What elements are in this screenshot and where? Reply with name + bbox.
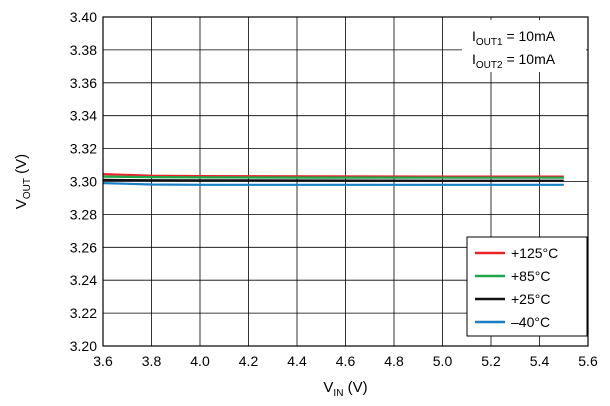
series-lines xyxy=(102,173,564,186)
y-tick-label: 3.36 xyxy=(70,75,97,91)
legend: +125°C +85°C +25°C –40°C xyxy=(466,236,588,337)
x-axis-label: VIN (V) xyxy=(323,379,367,399)
legend-label-2: +25°C xyxy=(511,291,550,307)
x-tick-label: 4.4 xyxy=(287,353,307,369)
series-line-1 xyxy=(102,175,564,179)
x-tick-label: 4.2 xyxy=(239,353,259,369)
y-tick-label: 3.30 xyxy=(70,174,97,190)
x-tick-label: 4.0 xyxy=(190,353,210,369)
plot-frame xyxy=(102,16,589,347)
y-axis-label-main: V xyxy=(13,199,30,209)
y-tick-label: 3.24 xyxy=(70,272,97,288)
legend-label-0: +125°C xyxy=(511,245,558,261)
x-axis-label-sub: IN xyxy=(333,388,343,399)
series-line-3 xyxy=(102,182,564,186)
x-tick-label: 4.6 xyxy=(336,353,356,369)
annotation-main: I xyxy=(472,28,476,44)
x-tick-label: 3.6 xyxy=(93,353,113,369)
x-tick-label: 5.2 xyxy=(481,353,501,369)
y-tick-label: 3.20 xyxy=(70,338,97,354)
y-axis-label-unit: (V) xyxy=(13,154,30,178)
annotation-rest: = 10mA xyxy=(503,51,556,67)
series-line-2 xyxy=(102,178,564,182)
y-tick-label: 3.32 xyxy=(70,141,97,157)
x-tick-label: 5.4 xyxy=(530,353,550,369)
x-axis-label-main: V xyxy=(323,379,333,396)
y-tick-label: 3.34 xyxy=(70,108,97,124)
annotation-main: I xyxy=(472,51,476,67)
legend-label-3: –40°C xyxy=(511,314,550,330)
x-tick-label: 3.8 xyxy=(142,353,162,369)
x-tick-label: 5.0 xyxy=(433,353,453,369)
annotation-sub: OUT2 xyxy=(476,60,503,71)
annotation-line-0: IOUT1 = 10mA xyxy=(472,28,556,48)
x-axis-label-unit: (V) xyxy=(343,379,367,396)
y-tick-label: 3.22 xyxy=(70,305,97,321)
annotation-background xyxy=(462,20,586,72)
annotation-rest: = 10mA xyxy=(503,28,556,44)
x-tick-labels: 3.6 3.8 4.0 4.2 4.4 4.6 4.8 5.0 5.2 5.4 5.6 xyxy=(93,353,598,369)
y-tick-labels: 3.20 3.22 3.24 3.26 3.28 3.30 3.32 3.34 3.36 3.38… xyxy=(70,9,97,354)
annotation-sub: OUT1 xyxy=(476,37,503,48)
y-tick-label: 3.40 xyxy=(70,9,97,25)
y-tick-label: 3.28 xyxy=(70,206,97,222)
legend-label-1: +85°C xyxy=(511,268,550,284)
y-axis-label-sub: OUT xyxy=(22,178,33,199)
y-tick-label: 3.26 xyxy=(70,239,97,255)
y-axis-label: VOUT (V) xyxy=(13,154,33,209)
annotation-line-1: IOUT2 = 10mA xyxy=(472,51,556,71)
y-tick-label: 3.38 xyxy=(70,42,97,58)
x-tick-label: 4.8 xyxy=(384,353,404,369)
x-tick-label: 5.6 xyxy=(578,353,598,369)
